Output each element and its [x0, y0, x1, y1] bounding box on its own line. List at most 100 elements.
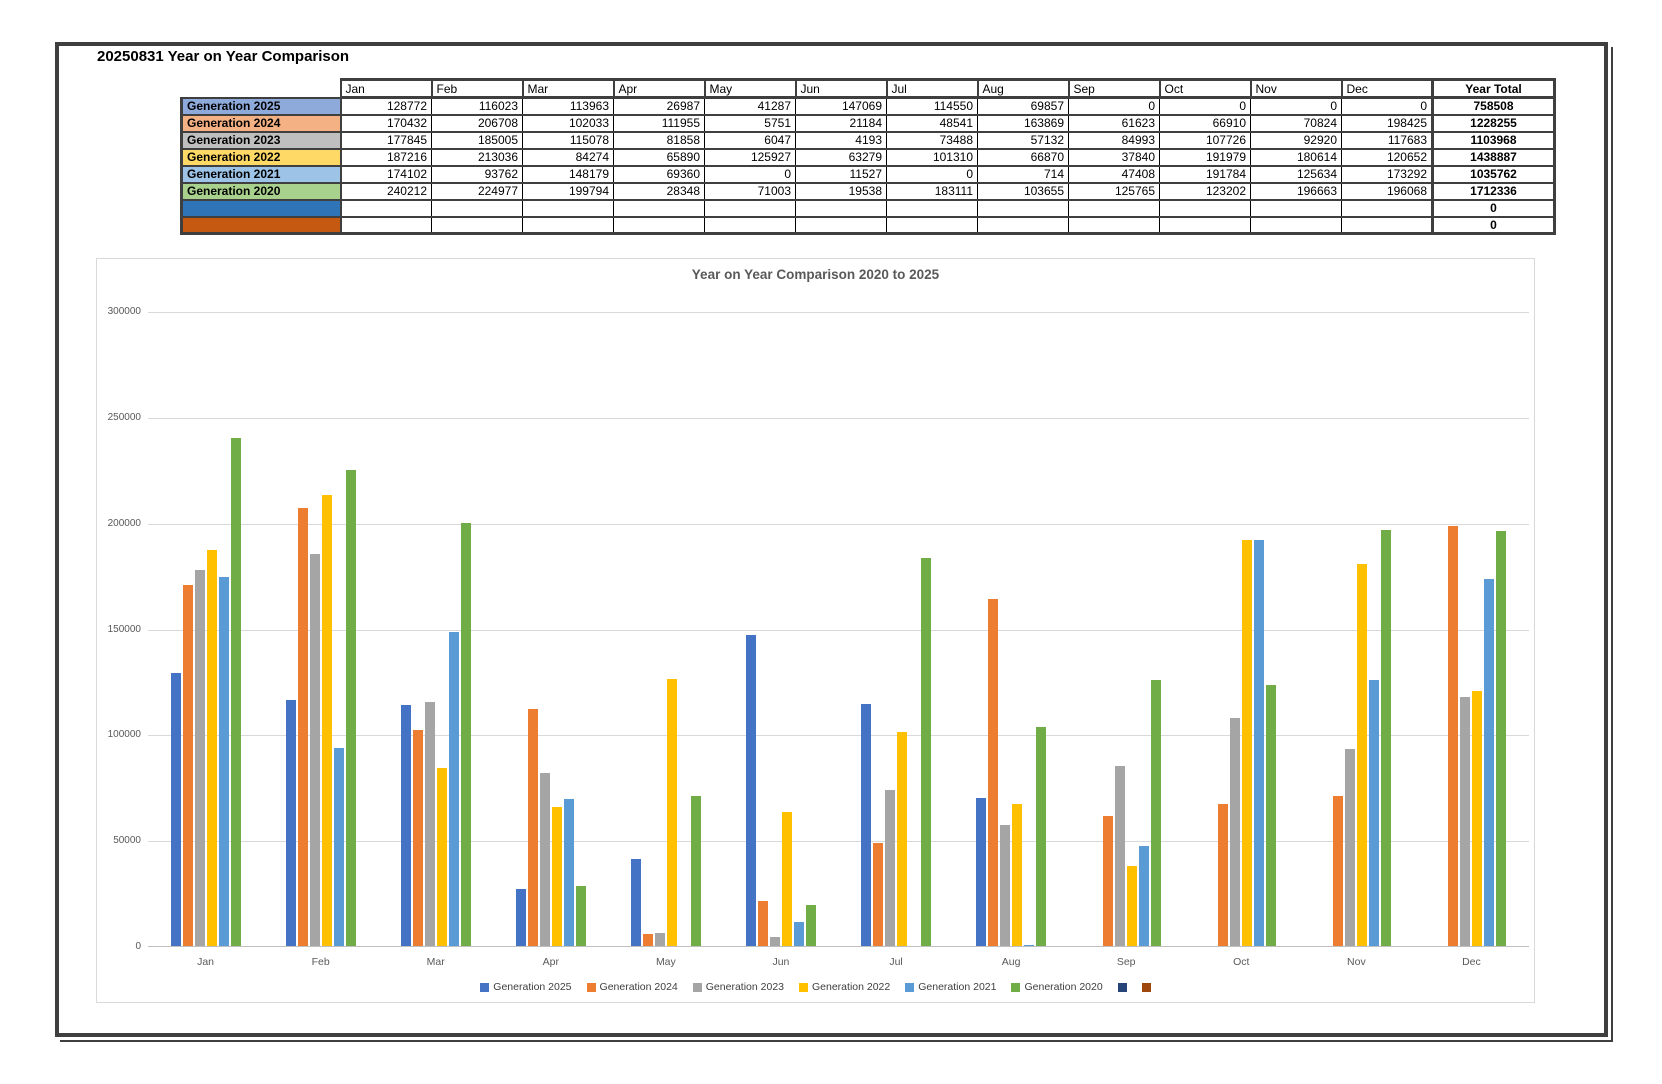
value-cell[interactable]: 107726: [1159, 130, 1251, 150]
value-cell[interactable]: 0: [1341, 96, 1433, 116]
value-cell[interactable]: 170432: [340, 113, 432, 133]
value-cell[interactable]: 191784: [1159, 164, 1251, 184]
value-cell[interactable]: 84993: [1068, 130, 1160, 150]
value-cell[interactable]: 180614: [1250, 147, 1342, 167]
year-total-cell[interactable]: 1103968: [1431, 130, 1556, 150]
value-cell[interactable]: 0: [886, 164, 978, 184]
value-cell[interactable]: [704, 215, 796, 235]
value-cell[interactable]: 191979: [1159, 147, 1251, 167]
value-cell[interactable]: 177845: [340, 130, 432, 150]
month-header-cell[interactable]: Apr: [612, 78, 706, 99]
value-cell[interactable]: 196663: [1250, 181, 1342, 201]
value-cell[interactable]: 101310: [886, 147, 978, 167]
year-total-cell[interactable]: 0: [1431, 198, 1556, 218]
value-cell[interactable]: 113963: [522, 96, 614, 116]
value-cell[interactable]: [1068, 198, 1160, 218]
value-cell[interactable]: 71003: [704, 181, 796, 201]
year-total-cell[interactable]: 1228255: [1431, 113, 1556, 133]
month-header-cell[interactable]: Mar: [521, 78, 615, 99]
value-cell[interactable]: 57132: [977, 130, 1069, 150]
value-cell[interactable]: 70824: [1250, 113, 1342, 133]
value-cell[interactable]: 48541: [886, 113, 978, 133]
value-cell[interactable]: [613, 198, 705, 218]
row-header-cell[interactable]: Generation 2025: [180, 96, 342, 116]
row-header-cell[interactable]: Generation 2021: [180, 164, 342, 184]
value-cell[interactable]: [795, 215, 887, 235]
value-cell[interactable]: [886, 198, 978, 218]
value-cell[interactable]: 206708: [431, 113, 523, 133]
row-header-cell[interactable]: Generation 2024: [180, 113, 342, 133]
value-cell[interactable]: [522, 215, 614, 235]
year-total-cell[interactable]: 1035762: [1431, 164, 1556, 184]
value-cell[interactable]: 19538: [795, 181, 887, 201]
value-cell[interactable]: 0: [1250, 96, 1342, 116]
value-cell[interactable]: 183111: [886, 181, 978, 201]
value-cell[interactable]: [1159, 198, 1251, 218]
value-cell[interactable]: 63279: [795, 147, 887, 167]
value-cell[interactable]: 198425: [1341, 113, 1433, 133]
value-cell[interactable]: 173292: [1341, 164, 1433, 184]
value-cell[interactable]: 111955: [613, 113, 705, 133]
value-cell[interactable]: [977, 215, 1069, 235]
value-cell[interactable]: 185005: [431, 130, 523, 150]
value-cell[interactable]: 28348: [613, 181, 705, 201]
value-cell[interactable]: 69360: [613, 164, 705, 184]
value-cell[interactable]: [340, 215, 432, 235]
month-header-cell[interactable]: Nov: [1249, 78, 1343, 99]
value-cell[interactable]: [522, 198, 614, 218]
value-cell[interactable]: 125927: [704, 147, 796, 167]
value-cell[interactable]: 4193: [795, 130, 887, 150]
value-cell[interactable]: [1341, 198, 1433, 218]
value-cell[interactable]: 37840: [1068, 147, 1160, 167]
value-cell[interactable]: 81858: [613, 130, 705, 150]
value-cell[interactable]: 163869: [977, 113, 1069, 133]
value-cell[interactable]: 147069: [795, 96, 887, 116]
value-cell[interactable]: 213036: [431, 147, 523, 167]
value-cell[interactable]: 5751: [704, 113, 796, 133]
month-header-cell[interactable]: Sep: [1067, 78, 1161, 99]
value-cell[interactable]: 196068: [1341, 181, 1433, 201]
value-cell[interactable]: 69857: [977, 96, 1069, 116]
value-cell[interactable]: 125634: [1250, 164, 1342, 184]
value-cell[interactable]: 11527: [795, 164, 887, 184]
year-total-cell[interactable]: 1438887: [1431, 147, 1556, 167]
value-cell[interactable]: 73488: [886, 130, 978, 150]
year-total-cell[interactable]: 0: [1431, 215, 1556, 235]
value-cell[interactable]: [886, 215, 978, 235]
value-cell[interactable]: 47408: [1068, 164, 1160, 184]
value-cell[interactable]: 123202: [1159, 181, 1251, 201]
value-cell[interactable]: 116023: [431, 96, 523, 116]
value-cell[interactable]: [1341, 215, 1433, 235]
value-cell[interactable]: 224977: [431, 181, 523, 201]
row-header-cell[interactable]: [180, 198, 342, 218]
value-cell[interactable]: 199794: [522, 181, 614, 201]
value-cell[interactable]: 21184: [795, 113, 887, 133]
value-cell[interactable]: [431, 215, 523, 235]
value-cell[interactable]: 61623: [1068, 113, 1160, 133]
value-cell[interactable]: 6047: [704, 130, 796, 150]
month-header-cell[interactable]: Jun: [794, 78, 888, 99]
value-cell[interactable]: 125765: [1068, 181, 1160, 201]
value-cell[interactable]: 0: [1159, 96, 1251, 116]
year-total-cell[interactable]: 1712336: [1431, 181, 1556, 201]
value-cell[interactable]: [1250, 198, 1342, 218]
value-cell[interactable]: [431, 198, 523, 218]
month-header-cell[interactable]: Aug: [976, 78, 1070, 99]
value-cell[interactable]: [1068, 215, 1160, 235]
month-header-cell[interactable]: Jul: [885, 78, 979, 99]
year-total-header-cell[interactable]: Year Total: [1431, 78, 1556, 99]
value-cell[interactable]: 240212: [340, 181, 432, 201]
value-cell[interactable]: 114550: [886, 96, 978, 116]
value-cell[interactable]: [1250, 215, 1342, 235]
month-header-cell[interactable]: Oct: [1158, 78, 1252, 99]
month-header-cell[interactable]: Dec: [1340, 78, 1434, 99]
month-header-cell[interactable]: Jan: [339, 78, 433, 99]
value-cell[interactable]: 128772: [340, 96, 432, 116]
value-cell[interactable]: 66870: [977, 147, 1069, 167]
value-cell[interactable]: 148179: [522, 164, 614, 184]
value-cell[interactable]: [613, 215, 705, 235]
value-cell[interactable]: 92920: [1250, 130, 1342, 150]
row-header-cell[interactable]: Generation 2022: [180, 147, 342, 167]
value-cell[interactable]: 115078: [522, 130, 614, 150]
value-cell[interactable]: 187216: [340, 147, 432, 167]
